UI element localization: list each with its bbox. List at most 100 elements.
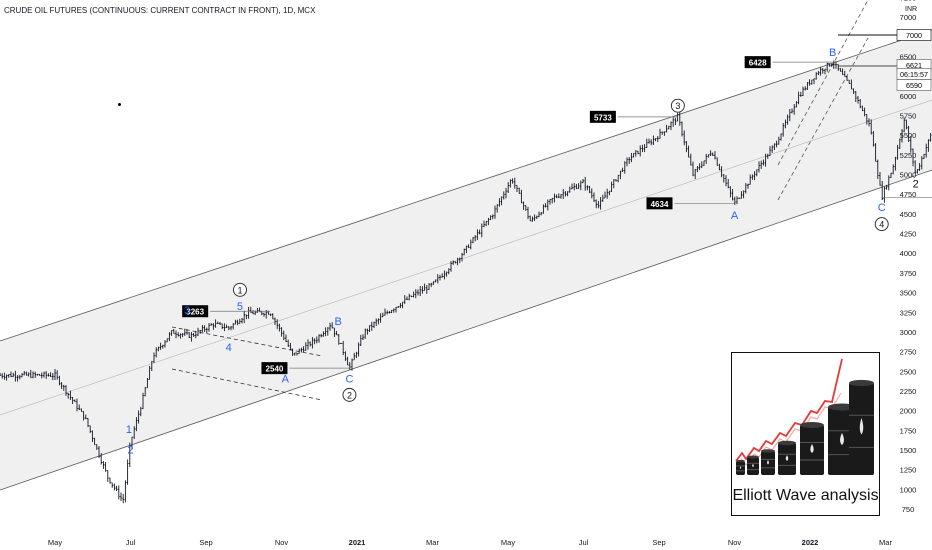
y-tick-label[interactable]: 3000 xyxy=(900,328,917,337)
barrel-top xyxy=(736,459,745,463)
y-tick-label[interactable]: 1750 xyxy=(900,426,917,435)
wave-label-circle xyxy=(342,387,357,402)
x-tick-label[interactable]: Nov xyxy=(275,538,289,547)
chart-title: CRUDE OIL FUTURES (CONTINUOUS: CURRENT C… xyxy=(4,6,316,15)
wave-label: B xyxy=(334,316,341,328)
channel-upper-line xyxy=(0,29,932,342)
x-tick-label[interactable]: May xyxy=(48,538,62,547)
axis-tag-label: 06:15:57 xyxy=(900,70,928,79)
wave-label: 1 xyxy=(126,424,132,436)
currency-label: INR xyxy=(905,6,918,13)
wave-label: 5 xyxy=(237,301,243,313)
y-tick-label[interactable]: 7250 xyxy=(900,0,917,2)
y-tick-label[interactable]: 5000 xyxy=(900,171,917,180)
marker-dot xyxy=(118,103,121,106)
barrel-top xyxy=(761,449,775,453)
price-tag-label: 5733 xyxy=(594,113,612,122)
barrel-top xyxy=(778,440,796,446)
y-tick-label[interactable]: 1000 xyxy=(900,485,917,494)
correction-line-lower xyxy=(171,368,323,401)
x-axis[interactable]: May Jul Sep Nov 2021 Mar May Jul Sep Nov 2022 Mar xyxy=(48,538,893,547)
price-tags: 326325405733463464284706 xyxy=(182,56,771,375)
wave-label: 3 xyxy=(675,101,680,111)
y-tick-label[interactable]: 1500 xyxy=(900,446,917,455)
price-tag-bg xyxy=(646,197,673,210)
y-tick-label[interactable]: 750 xyxy=(902,505,915,514)
wave-label: 1 xyxy=(237,285,242,295)
wave-labels: 123451ABC23ABC423455 xyxy=(126,47,919,456)
axis-tag-label: 6590 xyxy=(906,81,922,90)
impulse-line-lower xyxy=(777,37,869,201)
y-tick-label[interactable]: 4000 xyxy=(900,249,917,258)
x-tick-label[interactable]: 2022 xyxy=(802,538,819,547)
y-tick-label[interactable]: 3500 xyxy=(900,289,917,298)
wave-label: 2 xyxy=(347,390,352,400)
x-tick-label[interactable]: 2021 xyxy=(349,538,366,547)
y-tick-label[interactable]: 5500 xyxy=(900,131,917,140)
y-tick-label[interactable]: 2250 xyxy=(900,387,917,396)
wave-label: 2 xyxy=(913,178,919,190)
price-tag-label: 2540 xyxy=(266,365,284,374)
price-tag-bg xyxy=(182,305,209,318)
oil-drop-icon xyxy=(767,460,769,465)
x-tick-label[interactable]: Jul xyxy=(126,538,136,547)
price-tag-bg xyxy=(261,362,288,375)
wave-label: 3 xyxy=(184,305,190,317)
candle-series xyxy=(0,60,932,504)
channel-lower-line xyxy=(0,169,932,491)
y-tick-label[interactable]: 7000 xyxy=(900,13,917,22)
barrel-group xyxy=(736,379,874,475)
y-tick-label[interactable]: 3750 xyxy=(900,269,917,278)
x-tick-label[interactable]: Mar xyxy=(426,538,439,547)
y-axis[interactable]: 750 1000 1250 1500 1750 2000 2250 2500 2750 3000 3… xyxy=(900,0,917,514)
y-tick-label[interactable]: 4500 xyxy=(900,210,917,219)
wave-label: C xyxy=(878,202,886,214)
wave-label: 4 xyxy=(879,220,884,230)
oil-drop-icon xyxy=(752,463,754,468)
y-tick-label[interactable]: 5250 xyxy=(900,151,917,160)
x-tick-label[interactable]: Sep xyxy=(199,538,212,547)
y-tick-label[interactable]: 1250 xyxy=(900,466,917,475)
y-tick-label[interactable]: 3250 xyxy=(900,308,917,317)
price-tag-bg xyxy=(744,56,771,69)
axis-tag-label: 6621 xyxy=(906,61,922,70)
y-tick-label[interactable]: 6500 xyxy=(900,52,917,61)
channel-fill xyxy=(0,30,932,490)
x-tick-label[interactable]: Nov xyxy=(728,538,742,547)
rising-arrow xyxy=(735,358,843,462)
y-tick-label[interactable]: 6000 xyxy=(900,92,917,101)
price-tag-label: 4634 xyxy=(651,200,669,209)
wave-label-circle xyxy=(874,217,889,232)
wave-label: C xyxy=(345,374,353,386)
barrel-top xyxy=(747,455,759,459)
wave-label-circle xyxy=(670,98,685,113)
x-tick-label[interactable]: Jul xyxy=(579,538,589,547)
y-tick-label[interactable]: 2500 xyxy=(900,367,917,376)
oil-barrels-rising-arrow-icon xyxy=(735,358,874,475)
y-tick-label[interactable]: 4250 xyxy=(900,230,917,239)
inset-caption: Elliott Wave analysis xyxy=(732,487,879,504)
wave-label: B xyxy=(829,47,836,59)
wave-label: A xyxy=(282,374,290,386)
wave-label: 2 xyxy=(127,444,133,456)
y-tick-label[interactable]: 2750 xyxy=(900,348,917,357)
y-tick-label[interactable]: 4750 xyxy=(900,190,917,199)
oil-drop-icon xyxy=(859,417,864,435)
price-tag-label: 3263 xyxy=(186,308,204,317)
oil-drop-icon xyxy=(785,455,789,461)
wave-label: 4 xyxy=(226,342,232,354)
x-tick-label[interactable]: May xyxy=(501,538,515,547)
barrel-top xyxy=(800,422,824,428)
axis-tag-label: 7000 xyxy=(906,31,922,40)
x-tick-label[interactable]: Mar xyxy=(879,538,892,547)
oil-drop-icon xyxy=(739,466,742,469)
axis-tag-bg xyxy=(896,79,932,91)
y-tick-label[interactable]: 5750 xyxy=(900,112,917,121)
y-tick-label[interactable]: 2000 xyxy=(900,407,917,416)
channel-mid-line xyxy=(0,99,932,416)
x-tick-label[interactable]: Sep xyxy=(652,538,665,547)
correction-line-upper xyxy=(171,326,323,357)
